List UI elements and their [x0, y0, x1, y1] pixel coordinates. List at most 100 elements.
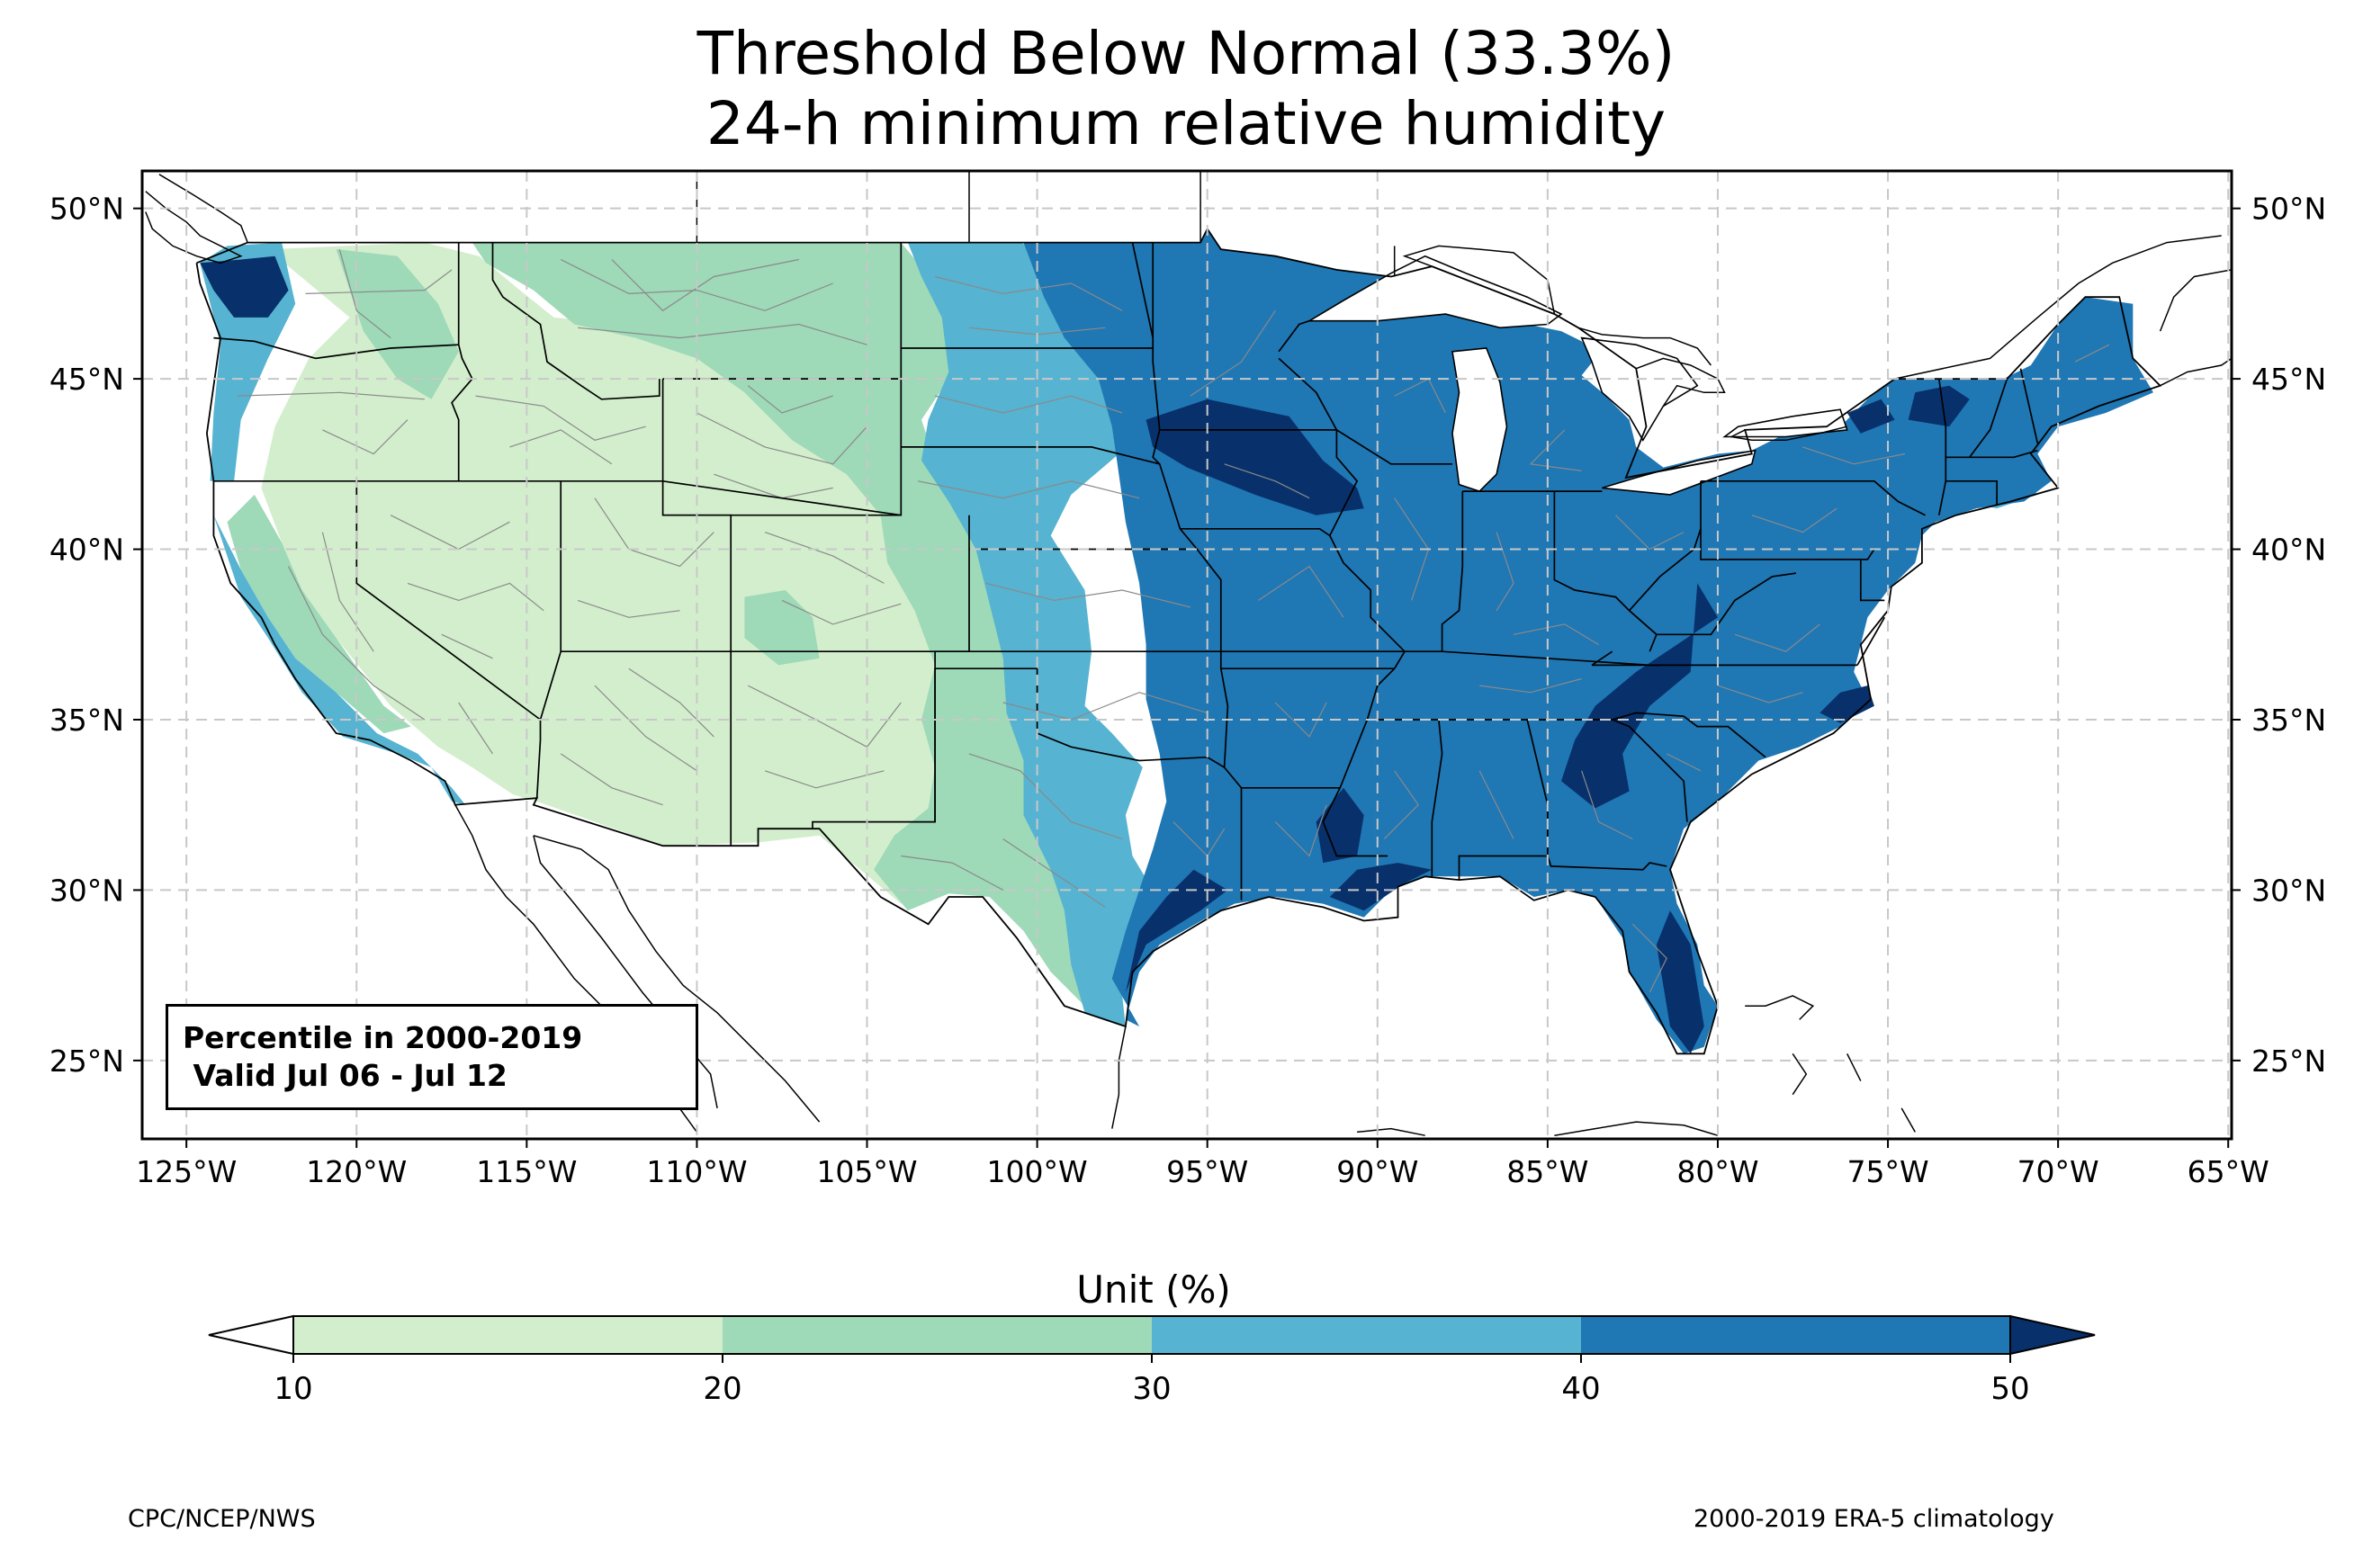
state-line-40 [1945, 449, 2038, 459]
coastline-3 [533, 835, 718, 1109]
county-line-38 [1224, 463, 1310, 499]
state-line-20 [1131, 242, 1155, 338]
state-line-38 [1937, 378, 1947, 515]
county-line-54 [1734, 623, 1820, 652]
county-line-57 [2074, 344, 2110, 363]
colorbar-tick-label-2: 30 [1132, 1371, 1171, 1407]
info-box: Percentile in 2000-2019 Valid Jul 06 - J… [166, 1004, 698, 1110]
state-line-21 [1159, 429, 1452, 465]
county-line-21 [781, 599, 902, 625]
coastline-15 [1635, 357, 1726, 407]
coastline-1 [158, 174, 248, 243]
lon-tick-label-4: 105°W [816, 1154, 917, 1189]
county-line-46 [1615, 515, 1685, 551]
county-line-49 [1383, 770, 1419, 840]
footer-credit: CPC/NCEP/NWS [128, 1505, 316, 1533]
region-over-22 [1846, 399, 1895, 434]
county-line-53 [1717, 685, 1803, 703]
lon-tick-label-12: 65°W [2188, 1154, 2269, 1189]
county-line-6 [560, 258, 833, 311]
coastline-8 [1745, 995, 1815, 1020]
county-line-39 [1258, 565, 1344, 618]
axis-ticks: 125°W 120°W 115°W 110°W 105°W 100°W 95°W 90°W 85… [49, 192, 2326, 1189]
state-line-41 [1969, 378, 2008, 458]
state-line-25 [1329, 535, 1406, 669]
state-line-6 [661, 378, 903, 516]
region-over-16 [1561, 583, 1718, 809]
lat-tick-label-left-1: 30°N [49, 873, 124, 908]
state-line-13 [934, 515, 1038, 670]
state-line-12 [901, 446, 1160, 465]
lon-tick-label-2: 115°W [476, 1154, 577, 1189]
lon-tick-label-3: 110°W [646, 1154, 747, 1189]
county-line-33 [968, 753, 1123, 840]
lon-tick-label-11: 70°W [2017, 1154, 2099, 1189]
county-line-50 [1478, 770, 1514, 839]
coastline-12 [1894, 235, 2222, 380]
region-over-14 [200, 255, 289, 318]
lon-tick-label-7: 90°W [1336, 1154, 1418, 1189]
county-line-16 [577, 599, 680, 618]
lat-tick-label-left-2: 35°N [49, 703, 124, 738]
county-line-31 [985, 582, 1190, 608]
colorbar: 10 20 30 40 50 Unit (%) [208, 1268, 2096, 1407]
colorbar-segment-0 [293, 1316, 723, 1354]
coastline-0 [145, 191, 243, 264]
state-line-29 [1441, 491, 1464, 652]
coastline-14 [2160, 357, 2232, 387]
county-line-29 [934, 395, 1123, 414]
state-line-46 [1547, 856, 1667, 871]
lon-tick-label-6: 95°W [1166, 1154, 1248, 1189]
colorbar-tick-label-1: 20 [703, 1371, 741, 1407]
region-over-20 [1329, 863, 1433, 911]
state-lines-layer [195, 227, 2162, 1055]
state-line-18 [969, 650, 1857, 667]
lon-tick-label-5: 100°W [987, 1154, 1088, 1189]
region-over-18 [1316, 787, 1364, 864]
lat-tick-label-right-5: 50°N [2251, 192, 2326, 227]
chart-subtitle: 24-h minimum relative humidity [705, 89, 1667, 158]
lat-tick-label-right-2: 35°N [2251, 703, 2326, 738]
county-line-13 [407, 582, 544, 612]
humidity-fill-layer [200, 228, 2153, 1054]
county-line-48 [1479, 677, 1582, 694]
lake-1 [1451, 347, 1508, 493]
county-line-30 [918, 480, 1140, 499]
county-line-41 [1274, 804, 1327, 857]
county-line-45 [1529, 429, 1582, 471]
us-border [195, 227, 2162, 1055]
county-line-51 [1581, 770, 1633, 840]
colorbar-segment-3 [1581, 1316, 2010, 1354]
county-line-40 [1274, 702, 1327, 738]
county-line-35 [901, 855, 1004, 891]
lon-tick-label-9: 80°W [1676, 1154, 1758, 1189]
coastline-7 [1554, 1121, 1719, 1136]
county-line-18 [560, 753, 663, 806]
county-line-34 [1002, 838, 1106, 908]
county-line-52 [1666, 753, 1702, 772]
state-line-51 [1591, 650, 1613, 667]
state-line-39 [1945, 479, 1998, 506]
county-line-4 [475, 395, 646, 441]
coastline-13 [2159, 269, 2232, 332]
county-line-11 [747, 385, 833, 414]
county-line-14 [441, 633, 493, 659]
lon-tick-label-1: 120°W [306, 1154, 407, 1189]
colorbar-over-arrow [2009, 1314, 2096, 1356]
county-line-1 [305, 269, 453, 294]
lat-tick-label-left-3: 40°N [49, 533, 124, 568]
region-bin-20-30-5 [336, 249, 459, 399]
coastline-18 [1729, 426, 1847, 442]
state-line-42 [2019, 368, 2039, 444]
lat-tick-label-right-4: 45°N [2251, 362, 2326, 397]
state-line-36 [1701, 479, 1926, 516]
coastline-9 [1792, 1053, 1808, 1096]
state-line-44 [1431, 719, 1443, 877]
colorbar-segment-1 [723, 1316, 1152, 1354]
county-line-2 [237, 391, 425, 400]
lon-tick-label-10: 75°W [1846, 1154, 1928, 1189]
coastline-5 [1111, 1026, 1127, 1129]
region-bin-30-40-8 [907, 242, 1154, 1027]
lat-tick-label-right-0: 25°N [2251, 1044, 2326, 1079]
